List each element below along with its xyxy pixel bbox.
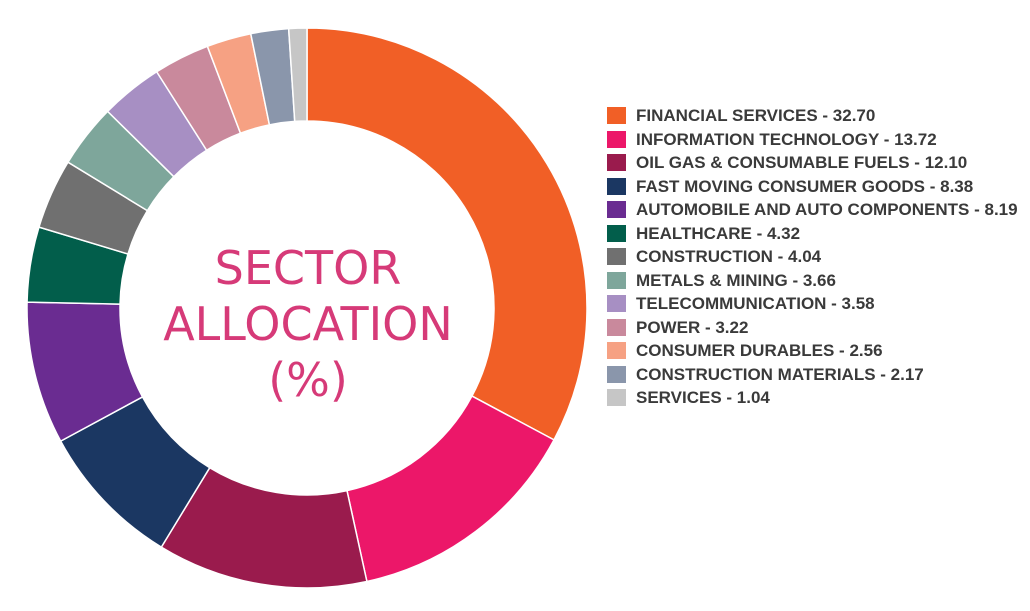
sector-allocation-donut-chart (26, 27, 588, 589)
chart-title-line-3: (%) (268, 353, 348, 407)
legend-swatch (607, 154, 626, 171)
legend-label: HEALTHCARE - 4.32 (636, 223, 801, 243)
legend-item: FAST MOVING CONSUMER GOODS - 8.38 (607, 175, 1027, 199)
legend-item: INFORMATION TECHNOLOGY - 13.72 (607, 128, 1027, 152)
legend-item: METALS & MINING - 3.66 (607, 269, 1027, 293)
legend-swatch (607, 271, 626, 289)
legend-item: SERVICES - 1.04 (607, 386, 1027, 410)
legend-swatch (607, 389, 626, 406)
legend-item: TELECOMMUNICATION - 3.58 (607, 292, 1027, 316)
legend-label: CONSUMER DURABLES - 2.56 (636, 341, 883, 360)
legend-swatch (607, 177, 626, 195)
legend-swatch (607, 365, 626, 383)
legend-swatch (607, 318, 626, 336)
legend-item: OIL GAS & CONSUMABLE FUELS - 12.10 (607, 151, 1027, 175)
legend-label: POWER - 3.22 (636, 317, 749, 337)
legend-label: TELECOMMUNICATION - 3.58 (636, 294, 875, 313)
donut-slice (287, 27, 308, 123)
legend-item: HEALTHCARE - 4.32 (607, 222, 1027, 246)
donut-slice (346, 395, 556, 583)
legend-swatch (607, 224, 626, 242)
legend-item: AUTOMOBILE AND AUTO COMPONENTS - 8.19 (607, 198, 1027, 222)
legend-label: METALS & MINING - 3.66 (636, 270, 836, 290)
legend-swatch (607, 130, 626, 148)
chart-title: SECTOR ALLOCATION (%) (138, 240, 478, 408)
legend-item: CONSUMER DURABLES - 2.56 (607, 339, 1027, 363)
chart-legend: FINANCIAL SERVICES - 32.70 INFORMATION TE… (607, 104, 1027, 410)
chart-title-line-1: SECTOR (214, 241, 402, 295)
legend-label: OIL GAS & CONSUMABLE FUELS - 12.10 (636, 153, 968, 172)
legend-swatch (607, 342, 626, 359)
legend-label: CONSTRUCTION MATERIALS - 2.17 (636, 364, 924, 384)
legend-item: FINANCIAL SERVICES - 32.70 (607, 104, 1027, 128)
legend-swatch (607, 201, 626, 218)
legend-label: AUTOMOBILE AND AUTO COMPONENTS - 8.19 (636, 200, 1018, 219)
legend-label: FINANCIAL SERVICES - 32.70 (636, 106, 876, 125)
chart-title-line-2: ALLOCATION (163, 297, 453, 351)
legend-label: INFORMATION TECHNOLOGY - 13.72 (636, 129, 937, 149)
legend-item: CONSTRUCTION MATERIALS - 2.17 (607, 363, 1027, 387)
legend-label: SERVICES - 1.04 (636, 388, 770, 407)
legend-label: FAST MOVING CONSUMER GOODS - 8.38 (636, 176, 974, 196)
legend-swatch (607, 248, 626, 265)
legend-swatch (607, 295, 626, 312)
donut-slice (306, 27, 588, 441)
legend-item: POWER - 3.22 (607, 316, 1027, 340)
legend-swatch (607, 107, 626, 124)
legend-item: CONSTRUCTION - 4.04 (607, 245, 1027, 269)
legend-label: CONSTRUCTION - 4.04 (636, 247, 822, 266)
